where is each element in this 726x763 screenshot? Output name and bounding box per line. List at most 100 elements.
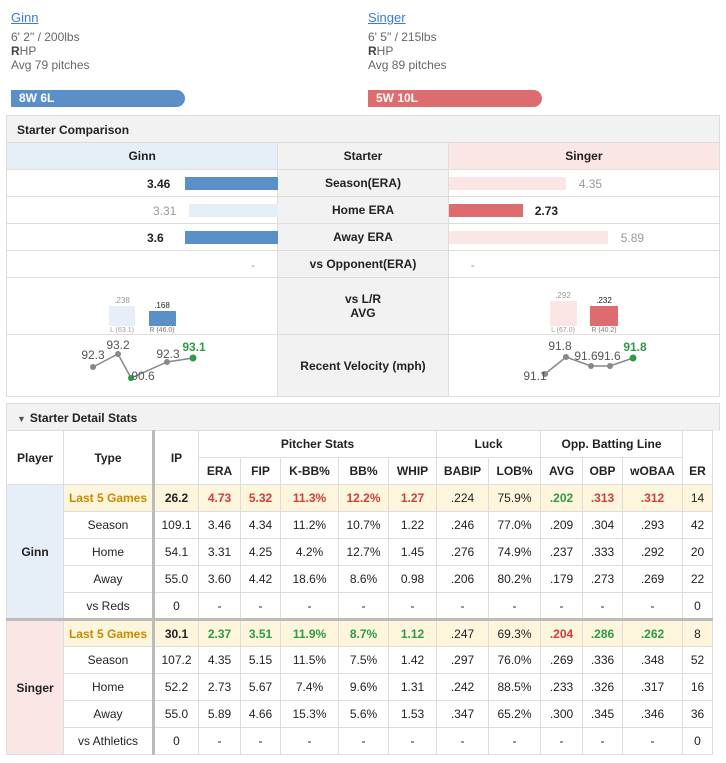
home-velocity-point (90, 364, 96, 370)
away-l-bar (549, 301, 577, 326)
comparison-label: vs Opponent(ERA) (277, 251, 449, 277)
home-velocity-point (164, 359, 170, 365)
comparison-section-header: Starter Comparison (6, 115, 720, 143)
away-l-value: .292 (555, 291, 571, 300)
home-velocity-label: 90.6 (131, 369, 155, 383)
away-velocity-point (562, 354, 569, 360)
away-velocity-point (606, 363, 613, 369)
away-velocity-label: 91.6 (597, 349, 621, 363)
home-velocity-point (128, 375, 134, 381)
away-pitcher-hand: RHP (368, 44, 394, 58)
detail-group-header-row: Player Type IP Pitcher Stats Luck Opp. B… (6, 430, 713, 485)
comparison-label: Season(ERA) (277, 170, 449, 196)
home-velocity-point (115, 351, 121, 357)
home-pitcher-info: 6' 2" / 200lbs RHP Avg 79 pitches (11, 30, 331, 72)
away-lr-chart: .292 L (67.0) .232 R (40.2) (449, 278, 719, 334)
home-pitcher-hand: RHP (11, 44, 37, 58)
col-header-type: Type (63, 430, 155, 485)
home-season-era: 3.46 (147, 177, 171, 191)
table-row: vs Reds 0 - - - - - - - - - - 0 (7, 592, 713, 620)
home-home-era-bar (189, 204, 278, 217)
detail-section-header[interactable]: ▼ Starter Detail Stats (6, 403, 720, 431)
comparison-row-velocity: 92.3 93.2 90.6 92.3 93.1 Recent Velocity… (7, 335, 719, 397)
col-header-era[interactable]: ERA (198, 457, 241, 485)
player-cell-home: Ginn (6, 484, 64, 620)
col-header-ip: IP (153, 430, 199, 485)
away-velocity-point (541, 371, 548, 377)
comparison-title: Starter Comparison (6, 115, 720, 143)
home-velocity-label: 92.3 (81, 348, 105, 362)
home-pitcher-avg-pitches: Avg 79 pitches (11, 58, 90, 72)
away-pitcher-card: Singer 6' 5" / 215lbs RHP Avg 89 pitches (368, 10, 688, 72)
player-cell-away: Singer (6, 619, 64, 755)
home-pitcher-name[interactable]: Ginn (11, 10, 39, 25)
comparison-row-home-era: 3.31 Home ERA 2.73 (7, 197, 719, 224)
comparison-row-vs-opponent: - vs Opponent(ERA) - (7, 251, 719, 278)
col-header-babip[interactable]: BABIP (436, 457, 489, 485)
home-r-value: .168 (154, 301, 170, 310)
home-velocity-chart: 92.3 93.2 90.6 92.3 93.1 (7, 335, 277, 396)
home-lr-chart: .238 L (63.1) .168 R (46.0) (7, 278, 277, 334)
home-pitcher-size: 6' 2" / 200lbs (11, 30, 80, 44)
away-velocity-label: 91.8 (548, 339, 572, 353)
collapse-triangle-icon[interactable]: ▼ (17, 414, 26, 424)
col-header-whip[interactable]: WHIP (388, 457, 437, 485)
away-velocity-label: 91.6 (574, 349, 598, 363)
col-header-kbb[interactable]: K-BB% (280, 457, 339, 485)
home-r-bar (149, 311, 176, 326)
table-row: Season 107.2 4.35 5.15 11.5% 7.5% 1.42 .… (7, 646, 713, 674)
col-header-lob[interactable]: LOB% (488, 457, 541, 485)
comparison-home-name: Ginn (7, 143, 278, 169)
home-velocity-point (189, 354, 197, 362)
away-velocity-chart: 91.1 91.8 91.6 91.6 91.8 (449, 335, 719, 396)
away-season-era: 4.35 (578, 177, 603, 191)
away-velocity-point (587, 363, 594, 369)
away-pitcher-name[interactable]: Singer (368, 10, 406, 25)
col-header-player: Player (6, 430, 64, 485)
away-record-pill: 5W 10L (368, 90, 542, 107)
comparison-row-away-era: 3.6 Away ERA 5.89 (7, 224, 719, 251)
home-away-era-bar (185, 231, 278, 244)
table-row: Away 55.0 5.89 4.66 15.3% 5.6% 1.53 .347… (7, 700, 713, 728)
detail-title: Starter Detail Stats (29, 411, 138, 425)
away-pitcher-info: 6' 5" / 215lbs RHP Avg 89 pitches (368, 30, 688, 72)
away-away-era: 5.89 (620, 231, 645, 245)
comparison-row-lr: .238 L (63.1) .168 R (46.0) vs L/R AVG .… (7, 278, 719, 335)
col-header-wobaa[interactable]: wOBAA (622, 457, 683, 485)
home-away-era: 3.6 (147, 231, 164, 245)
away-r-tag: R (40.2) (591, 327, 616, 334)
col-header-fip[interactable]: FIP (240, 457, 281, 485)
comparison-label: Away ERA (277, 224, 449, 250)
col-header-obp[interactable]: OBP (582, 457, 623, 485)
home-l-value: .238 (114, 296, 130, 305)
home-r-tag: R (46.0) (149, 327, 174, 334)
away-r-bar (589, 306, 618, 326)
home-l-bar (109, 306, 135, 326)
group-header-pitcher-stats: Pitcher Stats (198, 430, 437, 458)
detail-stats-table: Player Type IP Pitcher Stats Luck Opp. B… (6, 430, 713, 755)
away-velocity-label: 91.1 (523, 369, 547, 383)
away-home-era: 2.73 (534, 204, 559, 218)
away-velocity-point (629, 354, 637, 362)
table-row: Home 54.1 3.31 4.25 4.2% 12.7% 1.45 .276… (7, 538, 713, 566)
away-pitcher-avg-pitches: Avg 89 pitches (368, 58, 447, 72)
comparison-away-name: Singer (448, 143, 719, 169)
table-row: Home 52.2 2.73 5.67 7.4% 9.6% 1.31 .242 … (7, 673, 713, 701)
comparison-label: Home ERA (277, 197, 449, 223)
away-vs-opponent-era: - (470, 258, 475, 272)
comparison-header-row: Ginn Starter Singer (7, 143, 719, 170)
comparison-row-season-era: 3.46 Season(ERA) 4.35 (7, 170, 719, 197)
away-away-era-bar (448, 231, 608, 244)
comparison-center-header: Starter (277, 143, 449, 169)
comparison-velocity-label: Recent Velocity (mph) (277, 335, 449, 396)
home-velocity-label: 93.1 (182, 340, 206, 354)
table-row: Ginn Last 5 Games 26.2 4.73 5.32 11.3% 1… (6, 484, 713, 620)
col-header-er[interactable]: ER (682, 457, 713, 485)
home-velocity-label: 92.3 (156, 347, 180, 361)
col-header-bb[interactable]: BB% (338, 457, 389, 485)
comparison-table: Ginn Starter Singer 3.46 Season(ERA) 4.3… (6, 143, 720, 397)
col-header-avg[interactable]: AVG (540, 457, 583, 485)
table-row: Season 109.1 3.46 4.34 11.2% 10.7% 1.22 … (7, 511, 713, 539)
home-record-pill: 8W 6L (11, 90, 185, 107)
away-r-value: .232 (596, 296, 612, 305)
